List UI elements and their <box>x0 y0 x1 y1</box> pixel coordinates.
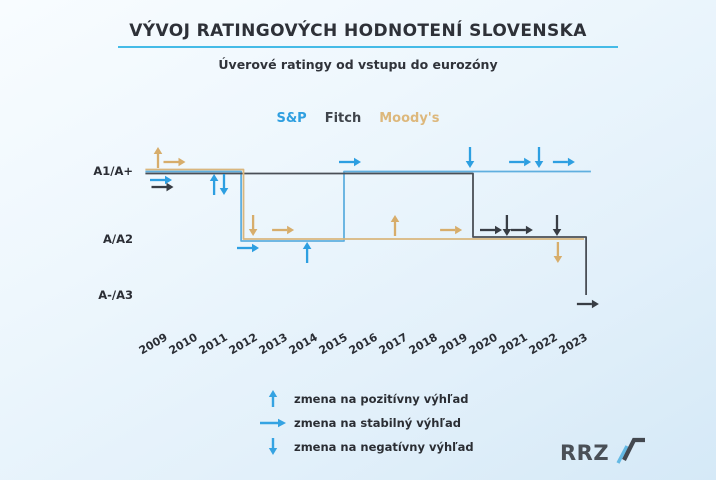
sp-up-outlook-arrow <box>209 174 219 195</box>
fitch-down-outlook-arrow <box>552 215 562 236</box>
moodys-down-outlook-arrow <box>553 242 563 263</box>
page-subtitle: Úverové ratingy od vstupu do eurozóny <box>218 57 498 72</box>
moodys-up-outlook-arrow <box>153 147 163 168</box>
outlook-legend-label: zmena na pozitívny výhľad <box>294 391 469 406</box>
rrz-logo-mark-icon <box>614 430 646 468</box>
outlook-legend-row-stable: zmena na stabilný výhľad <box>256 412 474 433</box>
x-tick-label: 2015 <box>317 331 350 358</box>
rrz-logo: RRZ <box>560 430 646 468</box>
series-line-moodys <box>145 168 584 240</box>
outlook-legend-row-negative: zmena na negatívny výhľad <box>256 436 474 457</box>
x-tick-label: 2011 <box>197 331 230 358</box>
moodys-right-outlook-arrow <box>163 157 186 167</box>
x-tick-label: 2018 <box>407 331 440 358</box>
fitch-right-outlook-arrow <box>576 299 599 309</box>
sp-right-outlook-arrow <box>150 175 172 185</box>
x-tick-label: 2010 <box>167 331 200 358</box>
outlook-legend-label: zmena na negatívny výhľad <box>294 439 474 454</box>
legend-item-sp: S&P <box>276 111 307 126</box>
x-tick-label: 2021 <box>497 331 530 358</box>
sp-right-outlook-arrow <box>552 157 575 167</box>
x-tick-label: 2014 <box>287 331 320 358</box>
x-tick-label: 2017 <box>377 331 410 358</box>
outlook-legend: zmena na pozitívny výhľad zmena na stabi… <box>256 388 474 457</box>
series-legend: S&P Fitch Moody's <box>276 111 439 126</box>
fitch-right-outlook-arrow <box>151 182 174 192</box>
y-axis-label: A-/A3 <box>98 288 133 302</box>
x-tick-label: 2009 <box>137 331 170 358</box>
x-tick-label: 2016 <box>347 331 380 358</box>
sp-down-outlook-arrow <box>219 174 229 195</box>
positive-outlook-up-arrow-icon <box>256 388 290 409</box>
rrz-logo-text: RRZ <box>560 441 610 465</box>
title-underline <box>118 46 618 48</box>
sp-right-outlook-arrow <box>339 157 361 167</box>
sp-right-outlook-arrow <box>509 157 532 167</box>
outlook-legend-row-positive: zmena na pozitívny výhľad <box>256 388 474 409</box>
page-title: VÝVOJ RATINGOVÝCH HODNOTENÍ SLOVENSKA <box>129 21 587 41</box>
sp-down-outlook-arrow <box>534 147 544 168</box>
negative-outlook-down-arrow-icon <box>256 436 290 457</box>
x-tick-label: 2023 <box>557 331 590 358</box>
x-tick-label: 2013 <box>257 331 290 358</box>
fitch-down-outlook-arrow <box>502 215 512 236</box>
x-tick-label: 2020 <box>467 331 500 358</box>
moodys-right-outlook-arrow <box>440 225 463 235</box>
moodys-down-outlook-arrow <box>248 215 258 236</box>
fitch-right-outlook-arrow <box>510 225 533 235</box>
series-line-sp <box>145 170 591 242</box>
moodys-up-outlook-arrow <box>390 215 400 236</box>
stable-outlook-right-arrow-icon <box>256 412 290 433</box>
y-axis-label: A1/A+ <box>93 164 133 178</box>
legend-item-fitch: Fitch <box>324 111 362 126</box>
x-tick-label: 2019 <box>437 331 470 358</box>
moodys-right-outlook-arrow <box>272 225 295 235</box>
x-tick-label: 2022 <box>527 331 560 358</box>
sp-right-outlook-arrow <box>237 243 259 253</box>
fitch-right-outlook-arrow <box>480 225 502 235</box>
sp-up-outlook-arrow <box>302 242 312 263</box>
sp-down-outlook-arrow <box>465 147 475 168</box>
x-tick-label: 2012 <box>227 331 260 358</box>
outlook-legend-label: zmena na stabilný výhľad <box>294 415 461 430</box>
y-axis-label: A/A2 <box>103 232 133 246</box>
series-line-fitch <box>145 172 587 295</box>
legend-item-moodys: Moody's <box>379 111 440 126</box>
